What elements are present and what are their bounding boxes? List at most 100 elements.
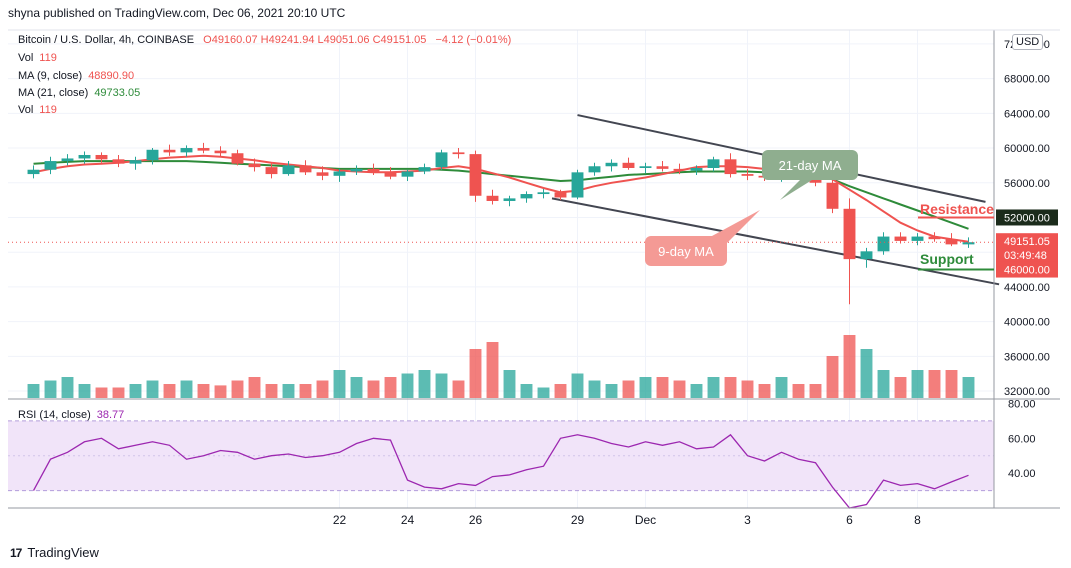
volume-bar	[129, 384, 142, 398]
candle-body	[571, 172, 584, 198]
open-value: O49160.07	[203, 34, 258, 46]
resistance-label: Resistance	[920, 201, 994, 217]
change-value: −4.12 (−0.01%)	[435, 34, 512, 46]
volume-bar	[639, 377, 652, 398]
volume-bar	[27, 384, 40, 398]
volume-label-2: Vol	[18, 104, 34, 116]
rsi-tick-label: 40.00	[1008, 468, 1036, 480]
price-badge	[996, 233, 1058, 264]
footer-brand[interactable]: 17 TradingView	[10, 545, 99, 560]
candle-body	[333, 171, 346, 176]
volume-bar	[843, 335, 856, 398]
ma9-label: MA (9, close)	[18, 70, 83, 82]
volume-bar	[95, 387, 108, 398]
candle-body	[520, 194, 533, 199]
volume-bar	[452, 380, 465, 398]
time-tick-label: 22	[333, 513, 347, 527]
candle-body	[656, 166, 669, 169]
candle-body	[197, 148, 210, 151]
volume-bar	[520, 384, 533, 398]
price-badge-countdown: 03:49:48	[1004, 250, 1047, 262]
price-tick-label: 60000.00	[1004, 143, 1050, 155]
candle-body	[282, 165, 295, 175]
volume-bar	[962, 377, 975, 398]
ma9-callout-pointer	[712, 210, 760, 244]
price-tick-label: 36000.00	[1004, 351, 1050, 363]
rsi-tick-label: 60.00	[1008, 433, 1036, 445]
volume-label: Vol	[18, 52, 34, 64]
candle-body	[146, 149, 159, 161]
tradingview-logo-icon: 17	[10, 545, 22, 560]
candle-body	[367, 168, 380, 173]
volume-bar	[367, 380, 380, 398]
volume-bar	[418, 370, 431, 398]
volume-bar	[265, 384, 278, 398]
ma9-callout-text: 9-day MA	[658, 244, 714, 259]
volume-bars	[27, 335, 975, 398]
volume-bar	[690, 384, 703, 398]
candle-body	[962, 242, 975, 245]
annotations: Resistance Support 52000.00 49151.05 03:49:4…	[8, 150, 1058, 278]
candle-body	[401, 171, 414, 177]
close-value: C49151.05	[372, 34, 427, 46]
volume-value-2: 119	[39, 104, 57, 116]
ma21-callout-box	[762, 150, 858, 180]
volume-bar	[333, 370, 346, 398]
brand-name: TradingView	[27, 545, 99, 560]
ma21-legend: MA (21, close) 49733.05	[18, 87, 140, 99]
rsi-band	[8, 420, 994, 492]
candle-body	[44, 161, 57, 170]
volume-bar	[588, 380, 601, 398]
candle-body	[826, 182, 839, 209]
ma9-legend: MA (9, close) 48890.90	[18, 70, 134, 82]
volume-bar	[860, 349, 873, 398]
volume-bar	[180, 380, 193, 398]
symbol-label: Bitcoin / U.S. Dollar, 4h, COINBASE	[18, 34, 195, 46]
price-tick-label: 64000.00	[1004, 108, 1050, 120]
volume-bar	[231, 380, 244, 398]
rsi-value: 38.77	[96, 409, 125, 421]
candle-body	[129, 160, 142, 164]
candle-body	[741, 174, 754, 176]
candle-body	[452, 152, 465, 155]
volume-bar	[622, 380, 635, 398]
volume-bar	[486, 342, 499, 398]
time-tick-label: 6	[846, 513, 853, 527]
price-tick-label: 68000.00	[1004, 74, 1050, 86]
candle-body	[622, 162, 635, 168]
volume-bar	[197, 384, 210, 398]
volume-bar	[350, 377, 363, 398]
volume-bar	[741, 380, 754, 398]
candle-body	[724, 159, 737, 175]
candle-body	[945, 239, 958, 245]
resistance-badge-text: 52000.00	[1004, 212, 1050, 224]
volume-legend-2: Vol 119	[18, 104, 57, 116]
volume-bar	[894, 377, 907, 398]
volume-bar	[146, 380, 159, 398]
volume-bar	[673, 380, 686, 398]
candle-body	[418, 167, 431, 172]
volume-bar	[792, 384, 805, 398]
volume-bar	[945, 370, 958, 398]
rsi-tick-label: 80.00	[1008, 398, 1036, 410]
candle-body	[112, 159, 125, 164]
candle-body	[316, 172, 329, 176]
candle-body	[843, 208, 856, 260]
candle-body	[61, 158, 74, 162]
candle-body	[469, 154, 482, 196]
candle-body	[350, 168, 363, 172]
ma9-value: 48890.90	[88, 70, 135, 82]
volume-bar	[299, 384, 312, 398]
rsi-band-fill	[8, 420, 994, 491]
volume-bar	[656, 377, 669, 398]
candle-body	[95, 154, 108, 160]
currency-badge[interactable]: USD	[1012, 34, 1044, 50]
candle-body	[78, 154, 91, 159]
time-tick-label: 3	[744, 513, 751, 527]
support-label: Support	[920, 251, 974, 267]
volume-bar	[707, 377, 720, 398]
volume-bar	[724, 377, 737, 398]
volume-legend: Vol 119	[18, 52, 57, 64]
candle-body	[877, 236, 890, 252]
